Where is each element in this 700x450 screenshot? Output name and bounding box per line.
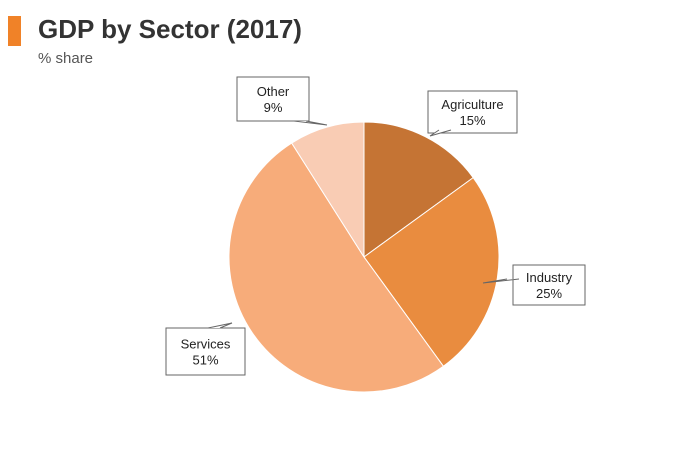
chart-title: GDP by Sector (2017) xyxy=(38,14,302,44)
slice-value-services: 51% xyxy=(192,353,218,368)
slice-label-industry: Industry xyxy=(526,270,573,285)
pie-slice-services xyxy=(228,142,445,393)
slice-label-other: Other xyxy=(257,84,290,99)
chart-subtitle: % share xyxy=(38,50,94,67)
slice-value-other: 9% xyxy=(264,100,283,115)
callout-box-industry xyxy=(512,264,586,306)
callout-pointer-services xyxy=(207,322,233,329)
callout-box-other xyxy=(236,76,310,122)
callout-pointer-agriculture xyxy=(429,129,452,137)
callout-pointer-other xyxy=(293,120,328,126)
title-accent-bar xyxy=(8,16,21,46)
slice-value-agriculture: 15% xyxy=(459,113,485,128)
slice-value-industry: 25% xyxy=(536,286,562,301)
pie-slice-other xyxy=(290,121,365,259)
callout-box-agriculture xyxy=(427,90,518,134)
pie-slice-industry xyxy=(363,176,500,367)
pie-slice-agriculture xyxy=(363,121,474,258)
slice-label-agriculture: Agriculture xyxy=(441,97,503,112)
slice-label-services: Services xyxy=(181,337,231,352)
callout-box-services xyxy=(165,327,246,376)
callout-pointer-industry xyxy=(482,278,520,284)
